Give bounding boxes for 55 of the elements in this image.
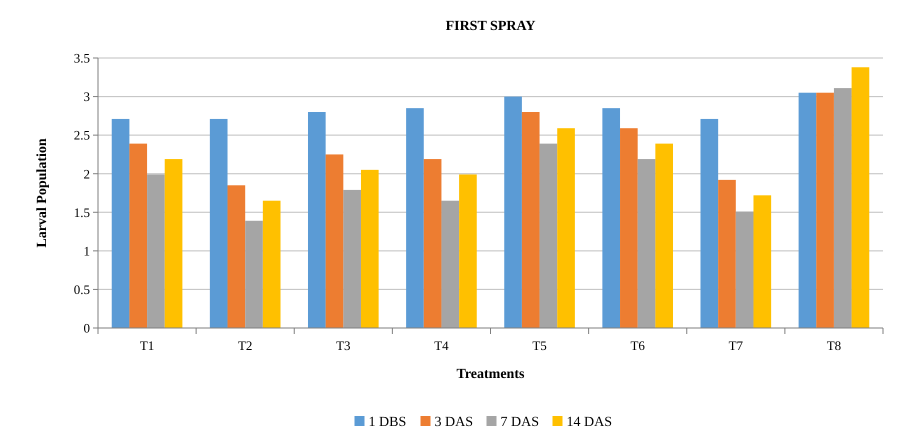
bar — [834, 88, 852, 328]
x-tick-label: T7 — [728, 338, 744, 353]
y-tick-label: 3.5 — [74, 50, 90, 66]
bar — [360, 170, 379, 328]
bar — [718, 180, 736, 328]
bar — [210, 118, 228, 328]
bar — [852, 67, 870, 328]
y-tick-label: 2.5 — [74, 128, 90, 143]
bar — [602, 108, 620, 328]
y-tick-label: 1 — [84, 243, 90, 258]
bar — [441, 200, 460, 328]
legend-label: 7 DAS — [500, 415, 540, 430]
bar — [459, 174, 477, 328]
bar — [638, 159, 656, 328]
x-tick-label: T5 — [532, 338, 547, 353]
bar — [504, 96, 522, 328]
chart-title: FIRST SPRAY — [446, 19, 536, 34]
y-tick-label: 1.5 — [74, 204, 90, 220]
bar — [129, 144, 148, 328]
bar — [326, 154, 344, 328]
x-tick-label: T2 — [238, 338, 252, 353]
y-axis-title: Larval Population — [35, 138, 50, 248]
y-tick-label: 0.5 — [74, 282, 90, 297]
bar — [164, 159, 182, 328]
bar — [522, 112, 540, 328]
bar — [816, 92, 834, 328]
legend-label: 1 DBS — [368, 415, 406, 430]
x-tick-label: T1 — [140, 338, 154, 353]
bar — [798, 92, 816, 328]
x-tick-label: T3 — [336, 338, 351, 353]
bar — [655, 144, 674, 328]
bar — [228, 185, 246, 328]
x-axis-title: Treatments — [456, 367, 525, 382]
bar — [753, 195, 772, 328]
y-tick-label: 0 — [84, 320, 90, 336]
x-tick-label: T8 — [826, 338, 842, 353]
x-tick-label: T6 — [630, 338, 646, 353]
bar — [620, 128, 638, 328]
bar — [245, 220, 263, 328]
bar — [262, 200, 281, 328]
y-tick-label: 2 — [84, 166, 90, 182]
y-tick-label: 3 — [84, 89, 90, 104]
bar — [406, 108, 424, 328]
bar — [112, 118, 130, 328]
bar — [557, 128, 575, 328]
bar — [736, 212, 754, 328]
legend-label: 14 DAS — [566, 415, 612, 430]
bar — [147, 174, 165, 328]
legend-label: 3 DAS — [434, 415, 474, 430]
bar — [540, 144, 558, 328]
bar — [700, 118, 718, 328]
bar — [343, 190, 361, 328]
bar — [308, 112, 326, 328]
x-tick-label: T4 — [434, 338, 450, 353]
bar — [424, 159, 442, 328]
